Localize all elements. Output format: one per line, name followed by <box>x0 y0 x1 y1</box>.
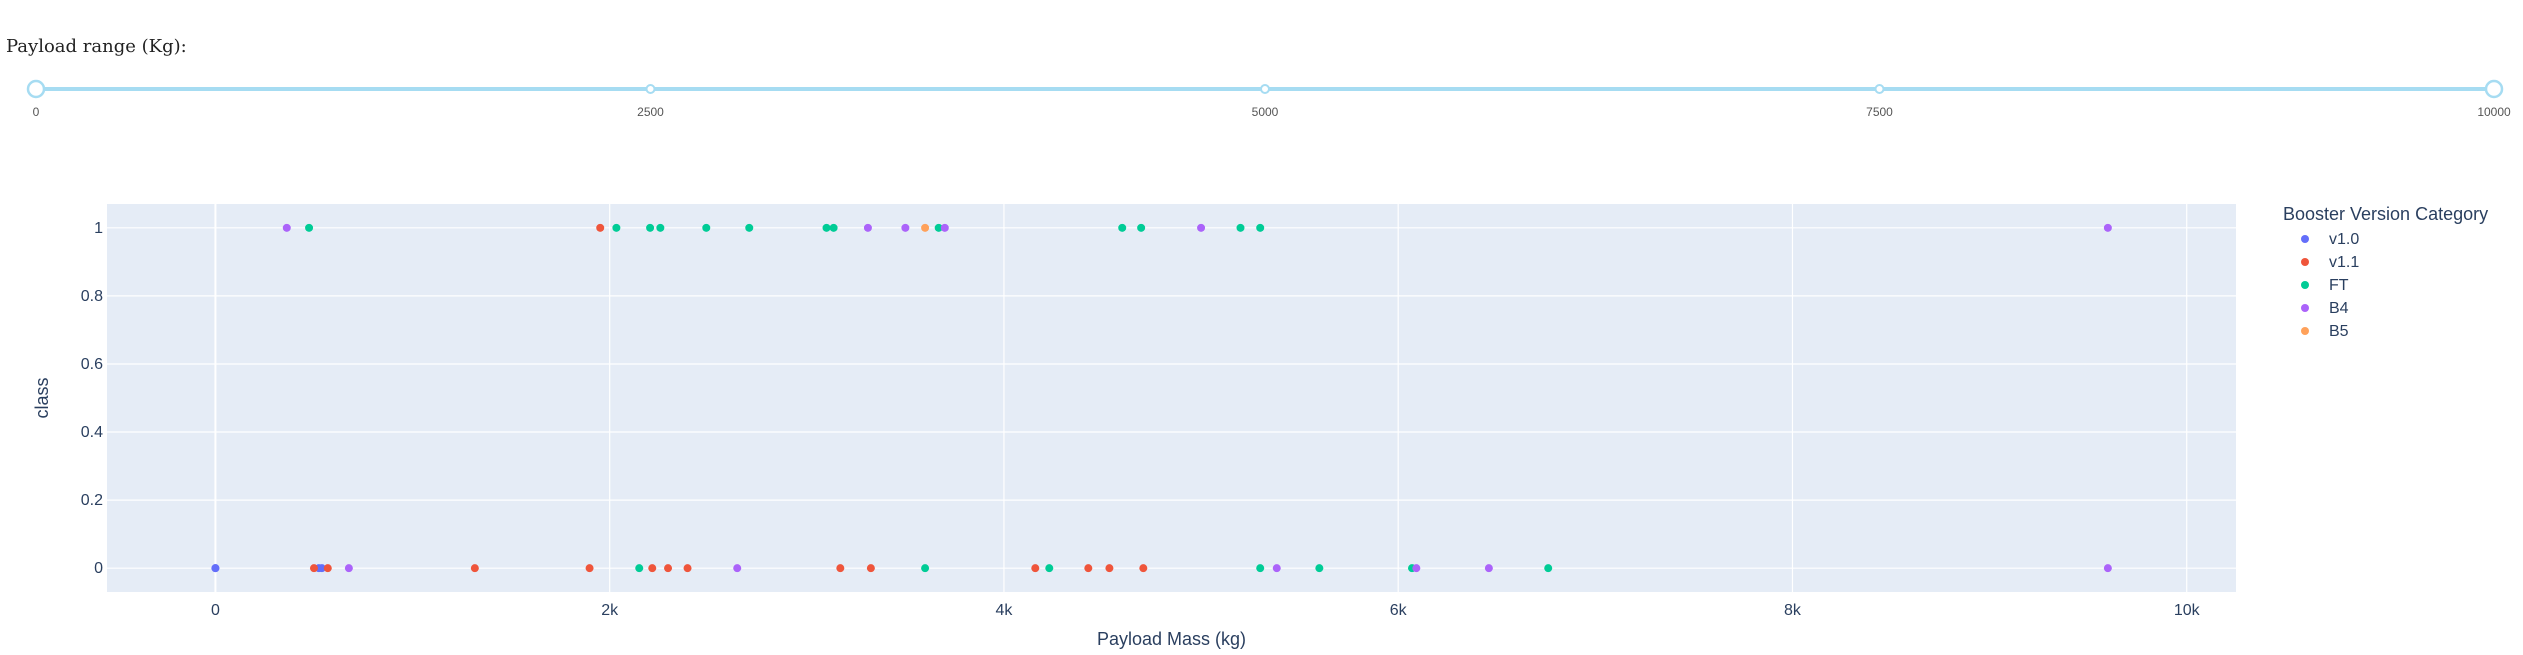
y-tick-label: 0 <box>94 560 103 577</box>
data-point-B4 <box>2103 223 2112 232</box>
data-point-FT <box>1045 564 1054 573</box>
slider-dot <box>1874 84 1885 94</box>
data-point-B5 <box>921 223 930 232</box>
data-point-v1.1 <box>648 564 657 573</box>
legend-marker[interactable] <box>2301 281 2309 289</box>
data-point-v1.0 <box>211 564 220 573</box>
data-point-v1.1 <box>596 223 605 232</box>
data-point-v1.1 <box>1084 564 1093 573</box>
slider-dot <box>1260 84 1270 94</box>
slider-mark-label: 10000 <box>2477 105 2511 119</box>
slider-mark-label: 2500 <box>637 105 664 119</box>
data-point-v1.0 <box>317 564 326 573</box>
data-points <box>211 223 2112 573</box>
data-point-FT <box>656 223 665 232</box>
y-axis-title: class <box>32 377 52 418</box>
x-tick-label: 0 <box>211 602 220 619</box>
data-point-FT <box>305 223 314 232</box>
legend-marker[interactable] <box>2301 327 2309 335</box>
slider-mark-label: 0 <box>33 105 40 119</box>
data-point-B4 <box>1484 564 1493 573</box>
data-point-FT <box>702 223 711 232</box>
axes: 0 2k 4k 6k 8k 10k 0 0.2 0.4 0.6 0.8 1 Payload Mass (… <box>32 220 2201 649</box>
slider-dot <box>645 84 656 94</box>
data-point-FT <box>1236 223 1245 232</box>
slider-mark-label: 7500 <box>1866 105 1893 119</box>
data-point-FT <box>1118 223 1127 232</box>
data-point-v1.1 <box>323 564 332 573</box>
data-point-v1.1 <box>1139 564 1148 573</box>
data-point-v1.1 <box>664 564 673 573</box>
slider-handle-max[interactable] <box>2484 79 2504 99</box>
data-point-FT <box>1315 564 1324 573</box>
x-tick-label: 2k <box>601 602 619 619</box>
payload-scatter-chart: 0 2k 4k 6k 8k 10k 0 0.2 0.4 0.6 0.8 1 Payload Mass (… <box>32 204 2488 649</box>
data-point-FT <box>646 223 655 232</box>
data-point-v1.1 <box>585 564 594 573</box>
x-tick-label: 10k <box>2174 602 2201 619</box>
data-point-FT <box>921 564 930 573</box>
data-point-B4 <box>1272 564 1281 573</box>
data-point-B4 <box>1412 564 1421 573</box>
data-point-B4 <box>863 223 872 232</box>
y-tick-label: 0.2 <box>81 492 103 509</box>
legend-title: Booster Version Category <box>2283 204 2488 224</box>
data-point-FT <box>745 223 754 232</box>
legend-item[interactable]: v1.0 <box>2329 231 2359 248</box>
data-point-B4 <box>733 564 742 573</box>
x-tick-label: 8k <box>1784 602 1802 619</box>
data-point-B4 <box>940 223 949 232</box>
slider-label: Payload range (Kg): <box>6 36 187 57</box>
data-point-B4 <box>1197 223 1206 232</box>
data-point-FT <box>1256 564 1265 573</box>
plot-area <box>107 204 2236 592</box>
legend-item[interactable]: v1.1 <box>2329 254 2359 271</box>
y-tick-label: 0.4 <box>81 424 103 441</box>
data-point-v1.1 <box>836 564 845 573</box>
data-point-v1.1 <box>866 564 875 573</box>
data-point-B4 <box>2103 564 2112 573</box>
data-point-FT <box>1544 564 1553 573</box>
legend-item[interactable]: FT <box>2329 277 2349 294</box>
y-tick-label: 1 <box>94 220 103 237</box>
data-point-FT <box>822 223 831 232</box>
data-point-FT <box>934 223 943 232</box>
data-point-v1.1 <box>309 564 318 573</box>
data-point-v1.1 <box>1031 564 1040 573</box>
data-point-FT <box>1137 223 1146 232</box>
data-point-B4 <box>901 223 910 232</box>
data-point-FT <box>829 223 838 232</box>
legend-marker[interactable] <box>2301 235 2309 243</box>
legend-item[interactable]: B5 <box>2329 323 2349 340</box>
data-point-FT <box>1256 223 1265 232</box>
legend-item[interactable]: B4 <box>2329 300 2349 317</box>
data-point-v1.1 <box>470 564 479 573</box>
data-point-B4 <box>344 564 353 573</box>
data-point-FT <box>612 223 621 232</box>
data-point-v1.1 <box>1105 564 1114 573</box>
legend-marker[interactable] <box>2301 304 2309 312</box>
slider-handle-min[interactable] <box>26 79 46 99</box>
data-point-B4 <box>282 223 291 232</box>
x-tick-label: 4k <box>995 602 1013 619</box>
grid-lines <box>107 204 2236 592</box>
y-tick-label: 0.6 <box>81 356 103 373</box>
data-point-FT <box>635 564 644 573</box>
legend[interactable]: Booster Version Category v1.0 v1.1 FT B4 B5 <box>2283 204 2488 340</box>
legend-marker[interactable] <box>2301 258 2309 266</box>
y-tick-label: 0.8 <box>81 288 103 305</box>
x-tick-label: 6k <box>1390 602 1408 619</box>
x-axis-title: Payload Mass (kg) <box>1097 629 1246 649</box>
data-point-v1.1 <box>683 564 692 573</box>
payload-range-slider[interactable]: 0 2500 5000 7500 10000 <box>0 70 2523 130</box>
slider-mark-label: 5000 <box>1252 105 1279 119</box>
